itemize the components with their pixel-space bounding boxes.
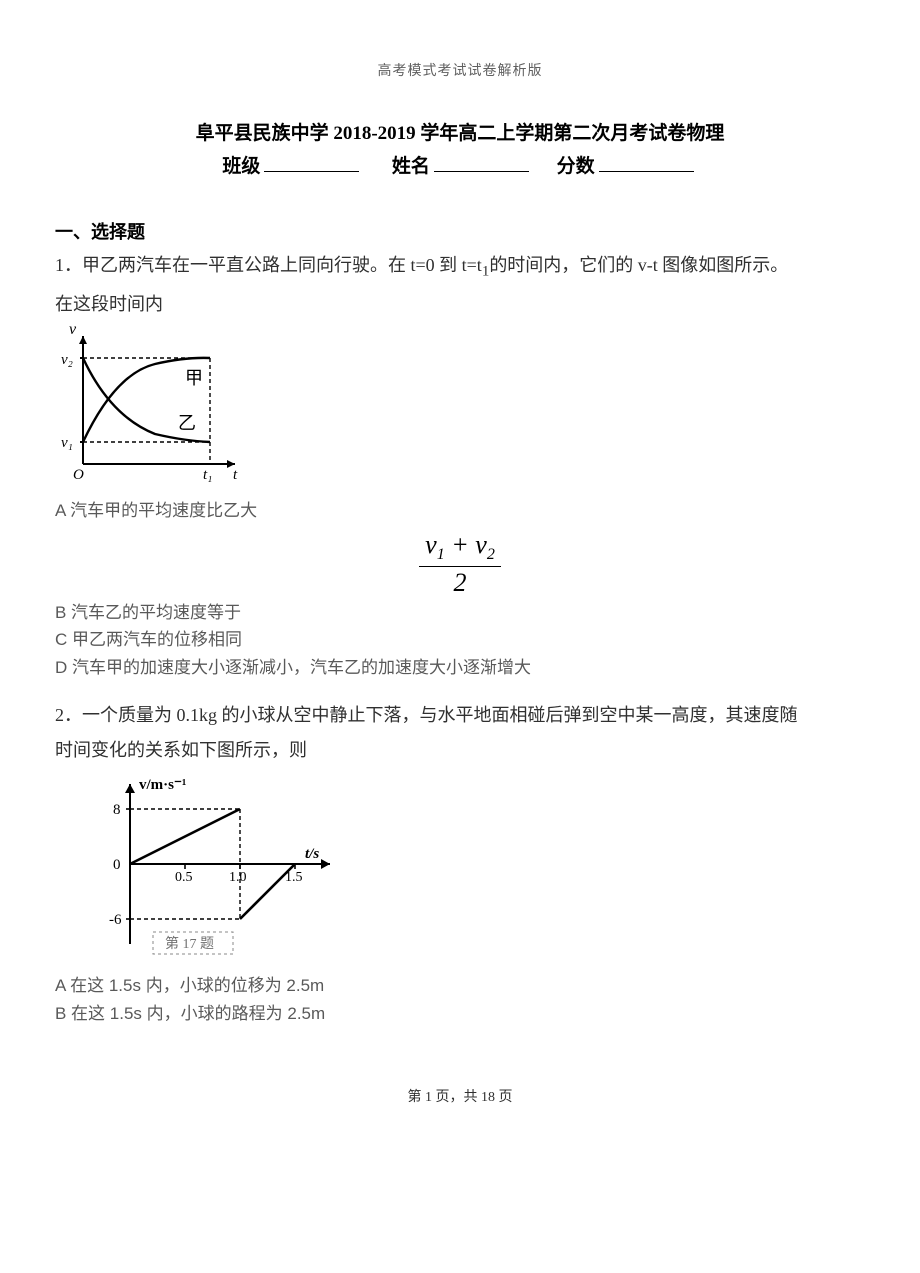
exam-title: 阜平县民族中学 2018-2019 学年高二上学期第二次月考试卷物理 [55,118,865,145]
q1-stem-part1: 1．甲乙两汽车在一平直公路上同向行驶。在 t=0 到 t=t [55,255,482,275]
score-blank[interactable] [599,157,694,172]
svg-text:第 17 题: 第 17 题 [165,935,214,952]
svg-text:t: t [233,467,238,483]
q1-chart: v v₂ v₁ O t₁ t 甲 乙 [55,324,865,494]
svg-text:v₂: v₂ [61,352,73,368]
header-note: 高考模式考试试卷解析版 [55,60,865,80]
footer-page: 1 [425,1090,432,1105]
svg-text:v₁: v₁ [61,435,73,451]
q2-option-b: B 在这 1.5s 内，小球的路程为 2.5m [55,1001,865,1027]
q1-option-b: B 汽车乙的平均速度等于 [55,600,865,626]
section-heading: 一、选择题 [55,218,865,244]
q2-option-a: A 在这 1.5s 内，小球的位移为 2.5m [55,973,865,999]
info-line: 班级 姓名 分数 [55,151,865,178]
q1-stem: 1．甲乙两汽车在一平直公路上同向行驶。在 t=0 到 t=t1的时间内，它们的 … [55,250,865,285]
q1-stem-part2: 的时间内，它们的 v-t 图像如图所示。 [489,255,788,275]
q2-stem-line2: 时间变化的关系如下图所示，则 [55,735,865,766]
svg-text:1.0: 1.0 [229,870,247,885]
svg-text:0.5: 0.5 [175,870,193,885]
svg-text:甲: 甲 [185,368,203,388]
svg-text:v: v [69,324,77,338]
q1-fraction: v1 + v2 2 [55,531,865,597]
q1-option-d: D 汽车甲的加速度大小逐渐减小，汽车乙的加速度大小逐渐增大 [55,655,865,681]
fraction-numerator: v1 + v2 [419,531,501,567]
footer-total: 18 [481,1090,495,1105]
svg-text:O: O [73,467,84,483]
class-blank[interactable] [264,157,359,172]
svg-text:1.5: 1.5 [285,870,303,885]
svg-text:8: 8 [113,802,121,818]
svg-text:-6: -6 [109,912,122,928]
fraction-denominator: 2 [419,567,501,598]
svg-text:0: 0 [113,857,121,873]
class-label: 班级 [222,156,260,177]
name-blank[interactable] [434,157,529,172]
footer-prefix: 第 [408,1090,426,1105]
q2-chart: v/m·s⁻¹ t/s 8 0 -6 0.5 1.0 1.5 第 17 题 [95,769,865,969]
q1-option-a: A 汽车甲的平均速度比乙大 [55,498,865,524]
q1-stem-line2: 在这段时间内 [55,289,865,320]
svg-text:乙: 乙 [178,413,196,433]
footer-mid: 页，共 [432,1090,481,1105]
q1-option-c: C 甲乙两汽车的位移相同 [55,627,865,653]
svg-text:v/m·s⁻¹: v/m·s⁻¹ [139,777,186,793]
score-label: 分数 [557,156,595,177]
svg-text:t/s: t/s [305,846,319,862]
q2-stem-line1: 2．一个质量为 0.1kg 的小球从空中静止下落，与水平地面相碰后弹到空中某一高… [55,700,865,731]
name-label: 姓名 [392,156,430,177]
svg-text:t₁: t₁ [203,467,212,483]
page-footer: 第 1 页，共 18 页 [55,1086,865,1106]
footer-suffix: 页 [495,1090,513,1105]
